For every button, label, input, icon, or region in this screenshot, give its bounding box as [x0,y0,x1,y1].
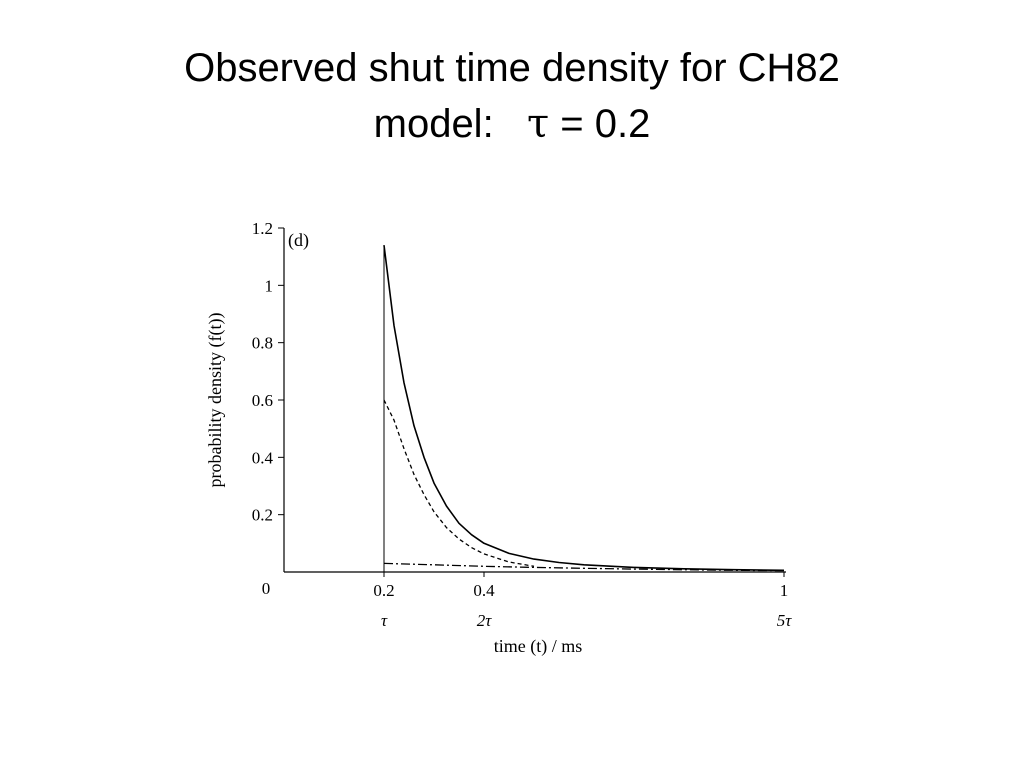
x-tick-label: 1 [780,581,789,600]
origin-label: 0 [262,579,271,598]
series-line-dash-dot [383,562,785,572]
title-line-2: model: τ = 0.2 [0,96,1024,152]
x-tick-sublabel: τ [381,611,388,630]
x-tick-sublabel: 5τ [777,611,793,630]
y-tick-label: 1 [265,276,274,295]
labels-layer: 0.2 0.4 0.6 0.8 1 1.2 0 0.2 τ 0.4 2τ 1 5τ (d) time (t)… [205,219,792,657]
y-tick-label: 0.8 [252,334,273,353]
y-tick-label: 0.6 [252,391,273,410]
title-tau-value: = 0.2 [549,102,651,146]
y-tick-label: 1.2 [252,219,273,238]
title-line-1: Observed shut time density for CH82 [184,46,840,90]
x-tick-label: 0.4 [473,581,495,600]
title-tau-symbol: τ [527,101,550,147]
axes [278,227,786,577]
series-line-solid [383,245,785,572]
y-tick-label: 0.4 [252,448,274,467]
x-tick-sublabel: 2τ [477,611,493,630]
panel-label: (d) [288,230,309,251]
y-axis-title: probability density (f(t)) [205,313,226,488]
slide-title: Observed shut time density for CH82 mode… [0,40,1024,152]
title-model-text: model: [373,102,494,146]
series-layer [383,245,785,572]
y-tick-label: 0.2 [252,506,273,525]
x-axis-title: time (t) / ms [494,636,583,657]
x-tick-label: 0.2 [373,581,394,600]
series-line-dashed [383,399,535,567]
